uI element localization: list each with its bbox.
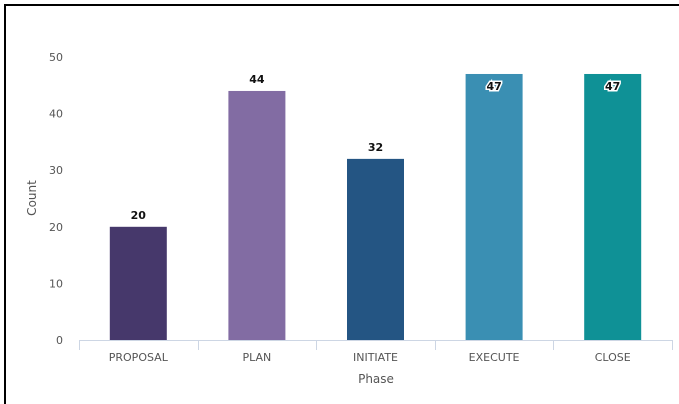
x-tick-label: EXECUTE xyxy=(469,351,520,364)
y-tick-label: 40 xyxy=(49,108,63,121)
data-label: 47 xyxy=(605,80,620,93)
bar-series xyxy=(109,73,642,341)
data-label: 20 xyxy=(131,209,147,222)
data-labels: 20 44 32 47 47 xyxy=(131,73,622,222)
y-tick-label: 20 xyxy=(49,221,63,234)
x-tick-label: PLAN xyxy=(243,351,272,364)
bar xyxy=(109,226,167,340)
data-label: 44 xyxy=(249,73,265,86)
x-axis: PROPOSAL PLAN INITIATE EXECUTE CLOSE xyxy=(79,340,673,364)
y-tick-label: 50 xyxy=(49,51,63,64)
bar xyxy=(228,90,286,341)
bar xyxy=(347,158,404,340)
x-tick-label: PROPOSAL xyxy=(109,351,169,364)
y-tick-label: 0 xyxy=(56,334,63,347)
x-tick-label: CLOSE xyxy=(595,351,631,364)
data-label: 47 xyxy=(486,80,501,93)
bar xyxy=(465,73,523,340)
data-label: 32 xyxy=(368,141,383,154)
y-axis-title: Count xyxy=(25,180,39,216)
y-axis-ticks: 0 10 20 30 40 50 xyxy=(49,51,63,347)
x-tick-label: INITIATE xyxy=(353,351,398,364)
y-tick-label: 30 xyxy=(49,164,63,177)
x-axis-title: Phase xyxy=(358,372,394,386)
y-tick-label: 10 xyxy=(49,277,63,290)
frame-border xyxy=(4,4,679,404)
bar xyxy=(584,73,642,340)
